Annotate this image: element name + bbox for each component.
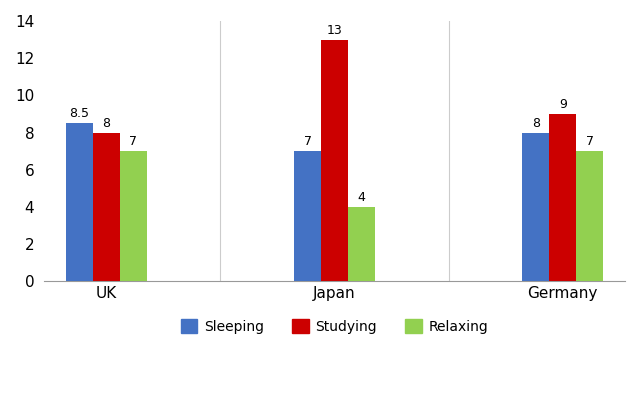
Text: 7: 7 [129,135,137,148]
Bar [294,151,321,281]
Text: 13: 13 [326,24,342,37]
Bar [549,114,576,281]
Bar [66,123,93,281]
Bar [321,40,348,281]
Text: 7: 7 [303,135,312,148]
Text: 8: 8 [532,117,540,130]
Bar [576,151,604,281]
Bar [348,207,375,281]
Bar [120,151,147,281]
Text: 8: 8 [102,117,110,130]
Bar [93,133,120,281]
Text: 4: 4 [358,191,365,204]
Text: 7: 7 [586,135,594,148]
Text: 9: 9 [559,98,566,111]
Text: 8.5: 8.5 [69,108,89,121]
Bar [522,133,549,281]
Legend: Sleeping, Studying, Relaxing: Sleeping, Studying, Relaxing [175,314,494,339]
